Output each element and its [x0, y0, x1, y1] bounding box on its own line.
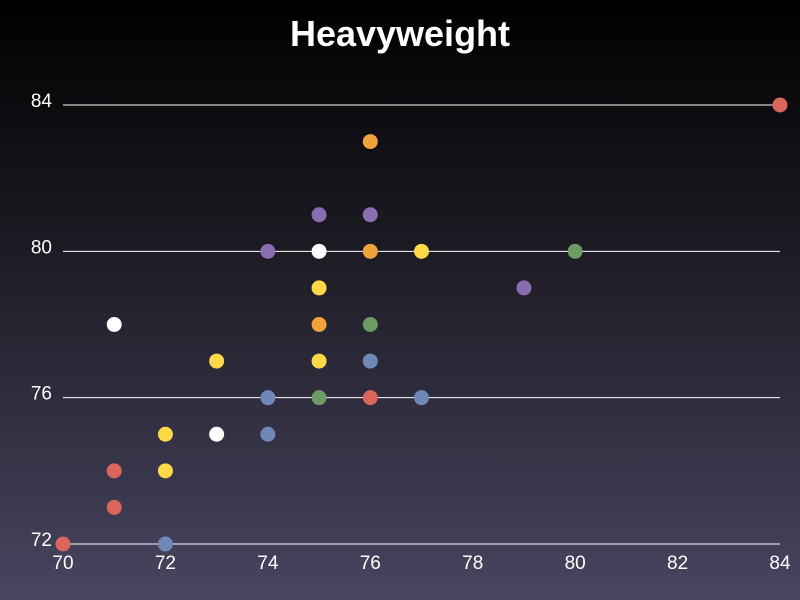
- data-points: [55, 97, 788, 552]
- data-point: [567, 243, 583, 259]
- data-point: [311, 353, 327, 369]
- data-point: [157, 463, 173, 479]
- x-tick-label: 76: [360, 553, 381, 574]
- data-point: [414, 243, 429, 259]
- data-point: [106, 463, 122, 479]
- x-axis-ticks: 70 72 74 76 78 80 82 84: [52, 553, 791, 574]
- data-point: [311, 280, 327, 296]
- data-point: [362, 317, 378, 332]
- data-point: [311, 317, 327, 332]
- data-point: [209, 353, 225, 369]
- data-point: [362, 134, 378, 150]
- data-point: [209, 426, 225, 442]
- data-point: [311, 207, 327, 223]
- data-point: [362, 353, 378, 369]
- y-tick-label: 84: [31, 91, 53, 112]
- data-point: [260, 243, 276, 259]
- data-point: [260, 426, 276, 442]
- gridlines: [63, 104, 780, 545]
- data-point: [516, 280, 532, 296]
- x-tick-label: 74: [257, 553, 279, 574]
- data-point: [311, 243, 327, 259]
- data-point: [260, 390, 276, 406]
- data-point: [55, 536, 71, 552]
- data-point: [362, 243, 378, 259]
- y-tick-label: 76: [31, 384, 52, 405]
- data-point: [414, 390, 429, 406]
- x-tick-label: 78: [462, 553, 483, 574]
- x-tick-label: 82: [667, 553, 688, 574]
- data-point: [157, 536, 173, 552]
- data-point: [106, 317, 122, 332]
- x-tick-label: 72: [155, 553, 176, 574]
- x-tick-label: 70: [52, 553, 73, 574]
- data-point: [311, 390, 327, 406]
- x-tick-label: 80: [565, 553, 586, 574]
- data-point: [362, 207, 378, 223]
- data-point: [106, 499, 122, 515]
- data-point: [157, 426, 173, 442]
- chart-title: Heavyweight: [290, 13, 510, 54]
- data-point: [772, 97, 788, 113]
- x-tick-label: 84: [769, 553, 791, 574]
- y-axis-ticks: 72 76 80 84: [31, 91, 53, 551]
- y-tick-label: 72: [31, 530, 52, 551]
- data-point: [362, 390, 378, 406]
- y-tick-label: 80: [31, 237, 52, 258]
